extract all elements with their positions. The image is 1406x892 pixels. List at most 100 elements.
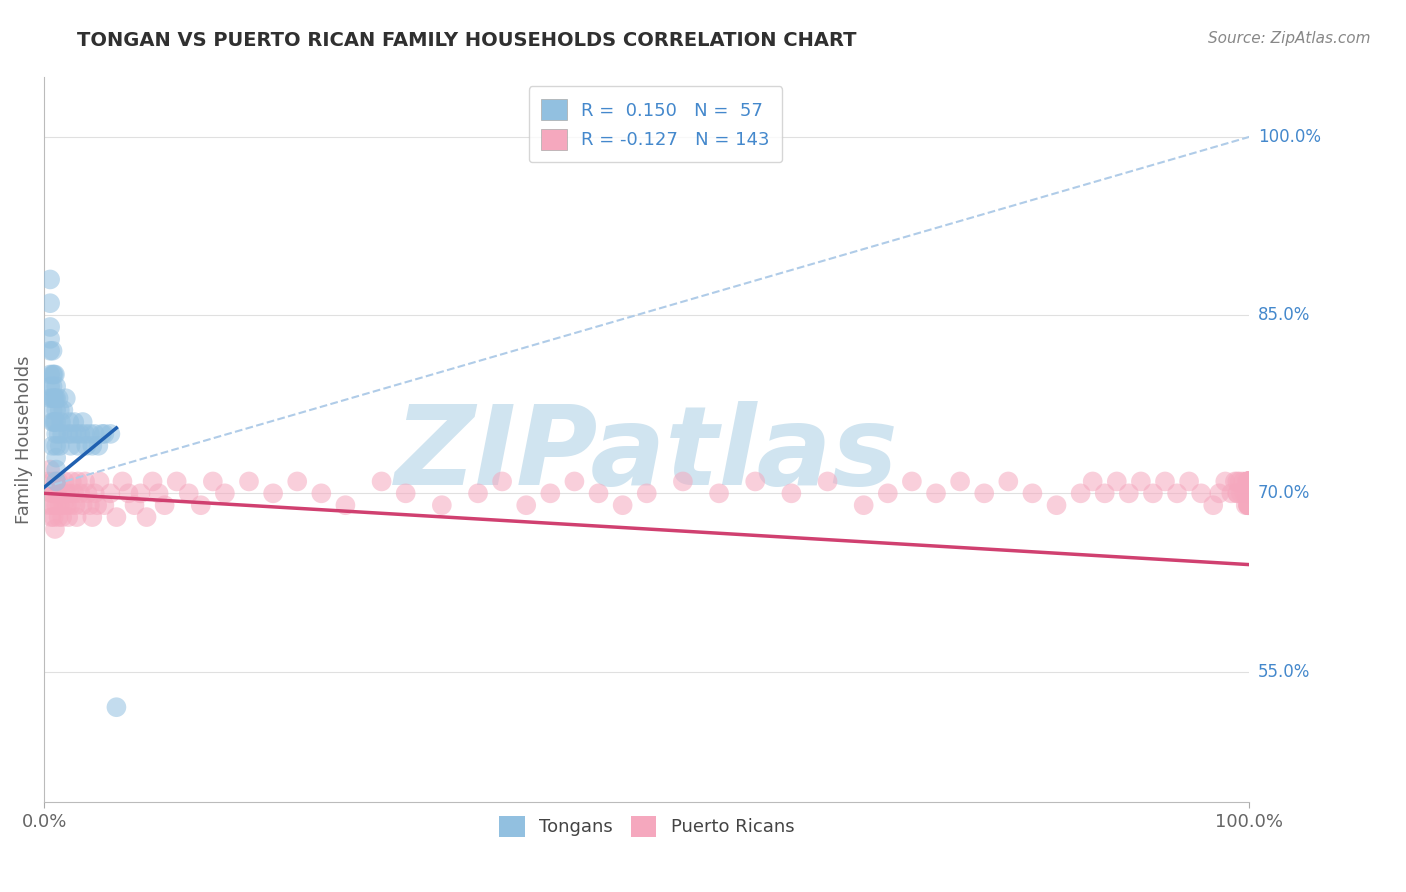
Point bbox=[1237, 486, 1260, 500]
Point bbox=[142, 475, 165, 489]
Point bbox=[93, 426, 115, 441]
Point bbox=[1237, 498, 1260, 512]
Point bbox=[53, 475, 76, 489]
Point bbox=[37, 475, 59, 489]
Point bbox=[744, 475, 766, 489]
Point bbox=[1118, 486, 1140, 500]
Point bbox=[76, 486, 98, 500]
Point bbox=[1237, 475, 1260, 489]
Point bbox=[262, 486, 284, 500]
Point bbox=[201, 475, 224, 489]
Point bbox=[79, 498, 101, 512]
Point bbox=[1237, 475, 1260, 489]
Point bbox=[515, 498, 537, 512]
Point bbox=[1230, 486, 1253, 500]
Point bbox=[190, 498, 212, 512]
Point bbox=[45, 439, 67, 453]
Point bbox=[59, 439, 82, 453]
Point bbox=[44, 368, 66, 382]
Point bbox=[41, 486, 63, 500]
Point bbox=[48, 475, 70, 489]
Point bbox=[538, 486, 561, 500]
Point bbox=[1229, 475, 1251, 489]
Point bbox=[39, 296, 62, 310]
Point bbox=[1237, 486, 1260, 500]
Point bbox=[39, 379, 62, 393]
Text: 100.0%: 100.0% bbox=[1258, 128, 1320, 146]
Point bbox=[1237, 486, 1260, 500]
Point bbox=[1237, 475, 1260, 489]
Text: 70.0%: 70.0% bbox=[1258, 484, 1310, 502]
Point bbox=[707, 486, 730, 500]
Point bbox=[75, 475, 97, 489]
Point bbox=[52, 403, 75, 417]
Point bbox=[63, 486, 86, 500]
Point bbox=[75, 439, 97, 453]
Point bbox=[58, 486, 80, 500]
Point bbox=[49, 439, 72, 453]
Point bbox=[1237, 475, 1260, 489]
Point bbox=[66, 475, 89, 489]
Point bbox=[66, 426, 89, 441]
Point bbox=[1237, 475, 1260, 489]
Point bbox=[49, 498, 72, 512]
Point bbox=[48, 426, 70, 441]
Point bbox=[45, 379, 67, 393]
Point bbox=[1226, 486, 1249, 500]
Point bbox=[612, 498, 634, 512]
Point bbox=[100, 426, 122, 441]
Point bbox=[672, 475, 695, 489]
Point bbox=[166, 475, 188, 489]
Point bbox=[60, 475, 83, 489]
Point bbox=[39, 332, 62, 346]
Point bbox=[1142, 486, 1164, 500]
Point bbox=[1237, 486, 1260, 500]
Point bbox=[1021, 486, 1043, 500]
Point bbox=[105, 700, 128, 714]
Point bbox=[1237, 486, 1260, 500]
Point bbox=[1220, 486, 1243, 500]
Point bbox=[87, 439, 110, 453]
Point bbox=[45, 403, 67, 417]
Point bbox=[1226, 475, 1249, 489]
Point bbox=[1237, 475, 1260, 489]
Point bbox=[42, 415, 65, 429]
Point bbox=[901, 475, 924, 489]
Point bbox=[66, 510, 89, 524]
Point bbox=[42, 368, 65, 382]
Point bbox=[45, 450, 67, 465]
Point bbox=[41, 475, 63, 489]
Point bbox=[69, 486, 91, 500]
Text: 55.0%: 55.0% bbox=[1258, 663, 1310, 681]
Point bbox=[395, 486, 418, 500]
Point bbox=[48, 510, 70, 524]
Point bbox=[1234, 498, 1257, 512]
Point bbox=[59, 498, 82, 512]
Point bbox=[48, 391, 70, 405]
Point bbox=[51, 510, 73, 524]
Point bbox=[45, 426, 67, 441]
Point bbox=[49, 486, 72, 500]
Point bbox=[285, 475, 308, 489]
Point bbox=[69, 426, 91, 441]
Point bbox=[93, 498, 115, 512]
Point bbox=[45, 475, 67, 489]
Point bbox=[65, 498, 87, 512]
Point bbox=[42, 486, 65, 500]
Point bbox=[817, 475, 839, 489]
Point bbox=[42, 510, 65, 524]
Point bbox=[60, 426, 83, 441]
Point bbox=[41, 391, 63, 405]
Point bbox=[1166, 486, 1188, 500]
Point bbox=[564, 475, 586, 489]
Point bbox=[370, 475, 392, 489]
Point bbox=[44, 415, 66, 429]
Point bbox=[973, 486, 995, 500]
Point bbox=[1178, 475, 1201, 489]
Point bbox=[72, 498, 94, 512]
Point bbox=[45, 391, 67, 405]
Point bbox=[58, 426, 80, 441]
Point bbox=[1223, 475, 1246, 489]
Point bbox=[49, 403, 72, 417]
Point bbox=[111, 475, 134, 489]
